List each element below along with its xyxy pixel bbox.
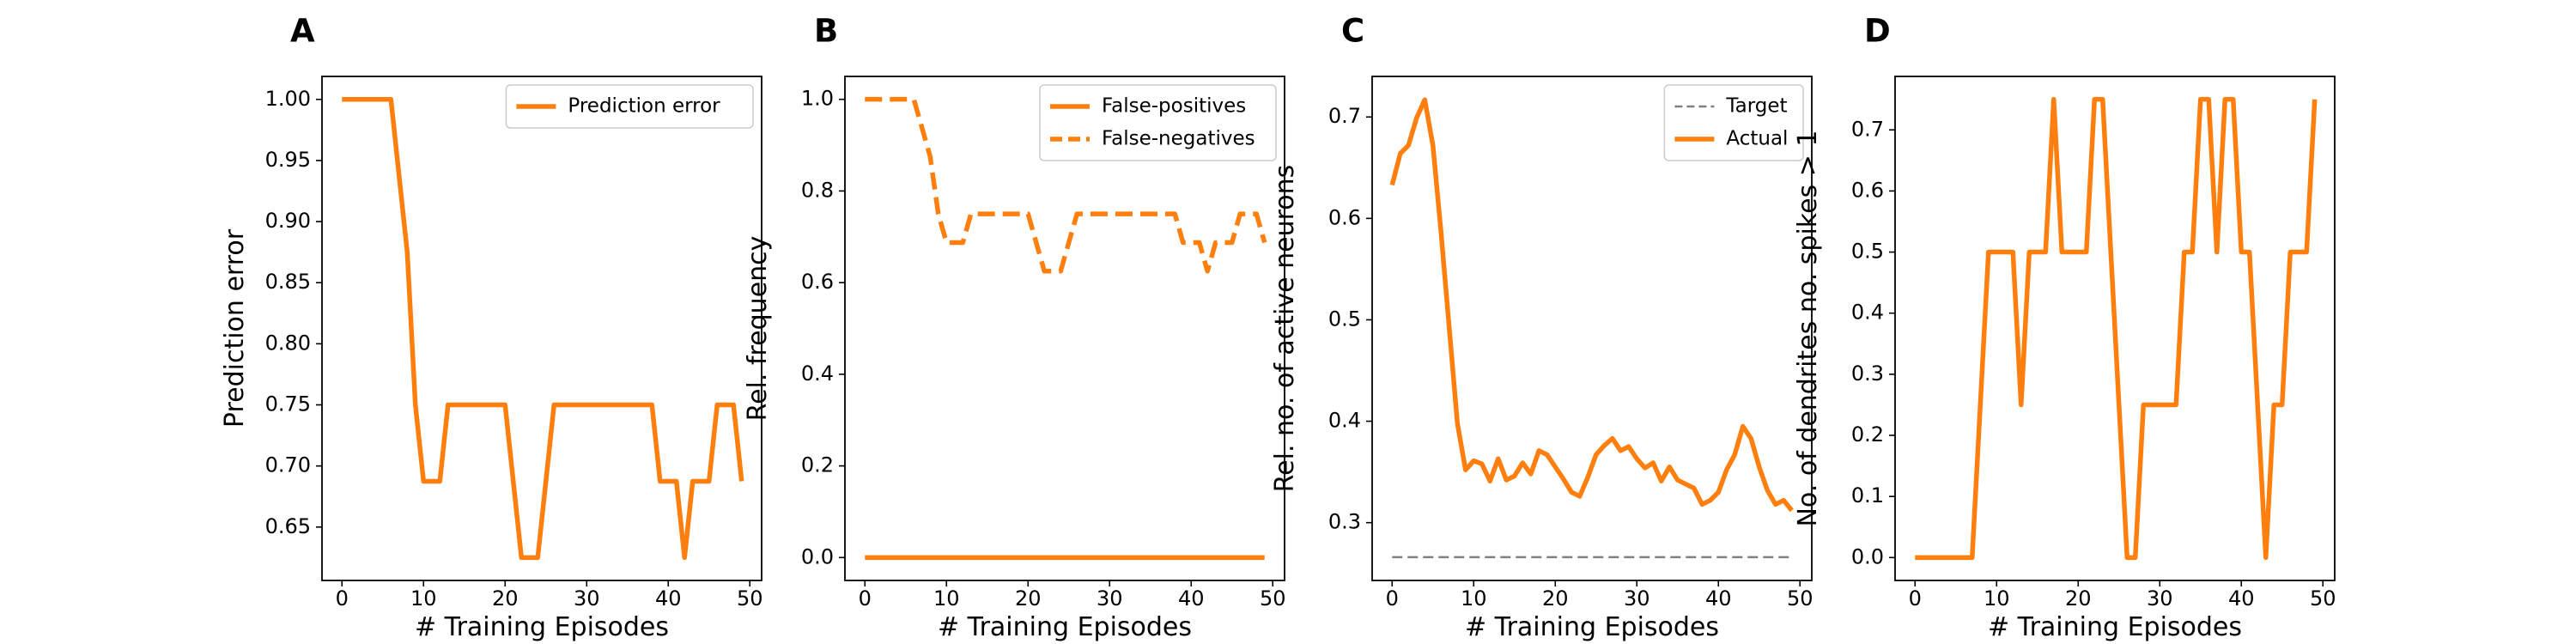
legend-box — [1039, 84, 1277, 161]
x-tick-label: 40 — [655, 586, 682, 611]
y-tick-label: 0.2 — [801, 453, 834, 477]
x-tick-label: 50 — [2310, 586, 2336, 611]
x-tick-label: 10 — [933, 586, 960, 611]
y-tick-label: 0.0 — [1851, 544, 1884, 568]
y-tick-label: 0.4 — [801, 361, 834, 386]
x-tick-label: 40 — [1178, 586, 1205, 611]
x-tick-label: 50 — [1260, 586, 1286, 611]
x-tick-label: 10 — [1461, 586, 1487, 611]
x-axis-label: # Training Episodes — [415, 612, 669, 642]
y-tick-label: 0.8 — [801, 178, 834, 202]
y-tick-label: 0.5 — [1851, 240, 1884, 264]
x-axis-label: # Training Episodes — [938, 612, 1192, 642]
x-tick-label: 50 — [737, 586, 763, 611]
y-tick-label: 0.6 — [1328, 205, 1361, 229]
y-tick-label: 0.90 — [265, 209, 311, 233]
x-tick-label: 40 — [2228, 586, 2255, 611]
x-tick-label: 30 — [1624, 586, 1650, 611]
y-tick-label: 0.3 — [1328, 510, 1361, 534]
legend-box — [1663, 84, 1804, 161]
legend: False-positives False-negatives — [1039, 84, 1277, 161]
y-tick-label: 0.4 — [1328, 409, 1361, 433]
x-tick-label: 30 — [574, 586, 600, 611]
x-tick-label: 10 — [410, 586, 437, 611]
plot-frame — [844, 76, 1285, 581]
plot-frame — [1894, 76, 2336, 581]
y-axis-label: No. of dendrites no. spikes > 1 — [1793, 130, 1823, 526]
y-axis-label: Rel. no. of active neurons — [1270, 165, 1300, 493]
plot-frame — [321, 76, 762, 581]
panel-letter: A — [290, 13, 315, 50]
y-axis-label: Prediction error — [220, 228, 250, 428]
y-axis-label: Rel. frequency — [743, 236, 773, 422]
chart-panel-c: C 0 10 20 30 40 50 0.3 0.4 0.5 0.6 0.7 # Training Ep… — [1270, 13, 1813, 643]
legend: Target Actual — [1663, 84, 1804, 161]
y-tick-label: 0.6 — [801, 270, 834, 294]
y-tick-label: 0.7 — [1328, 104, 1361, 128]
x-tick-label: 0 — [859, 586, 872, 611]
panel-letter: C — [1341, 13, 1364, 50]
x-tick-label: 30 — [1097, 586, 1123, 611]
x-tick-label: 40 — [1705, 586, 1732, 611]
series-line-prediction-error — [342, 97, 744, 561]
x-tick-label: 0 — [336, 586, 349, 611]
legend-label: False-negatives — [1102, 128, 1255, 150]
y-tick-label: 0.3 — [1851, 361, 1884, 386]
y-tick-label: 0.5 — [1328, 307, 1361, 331]
legend-label: Prediction error — [568, 95, 720, 118]
x-tick-label: 10 — [1984, 586, 2010, 611]
y-tick-label: 0.1 — [1851, 483, 1884, 507]
y-tick-label: 0.80 — [265, 331, 311, 355]
chart-panel-d: D 0 10 20 30 40 50 0.0 0.1 0.2 0.3 0.4 0.5 0.6 0.7 # Tr… — [1793, 13, 2336, 643]
x-axis-label: # Training Episodes — [1465, 612, 1719, 642]
legend-label: False-positives — [1102, 95, 1246, 118]
x-axis-label: # Training Episodes — [1988, 612, 2242, 642]
chart-panel-b: B 0 10 20 30 40 50 0.0 0.2 0.4 0.6 0.8 1.0 # Training… — [743, 13, 1285, 643]
x-tick-label: 0 — [1386, 586, 1399, 611]
x-tick-label: 20 — [1015, 586, 1042, 611]
legend-label: Actual — [1726, 128, 1788, 150]
series-line-false-negatives — [865, 96, 1267, 274]
y-tick-label: 0.85 — [265, 270, 311, 294]
y-tick-label: 0.70 — [265, 453, 311, 477]
y-tick-label: 1.00 — [265, 87, 311, 111]
legend: Prediction error — [505, 84, 754, 129]
x-tick-label: 20 — [2065, 586, 2092, 611]
y-tick-label: 0.4 — [1851, 301, 1884, 325]
y-tick-label: 0.7 — [1851, 117, 1884, 141]
series-line-actual — [1389, 97, 1794, 513]
y-tick-label: 0.0 — [801, 544, 834, 568]
x-tick-label: 20 — [492, 586, 519, 611]
y-tick-label: 0.75 — [265, 392, 311, 416]
y-tick-label: 0.95 — [265, 148, 311, 172]
y-tick-label: 0.6 — [1851, 178, 1884, 202]
legend-box — [505, 84, 754, 129]
series-line-series-0 — [1915, 96, 2318, 561]
y-tick-label: 1.0 — [801, 87, 834, 111]
panel-letter: D — [1864, 13, 1891, 50]
y-tick-label: 0.65 — [265, 514, 311, 538]
panel-letter: B — [814, 13, 838, 50]
x-tick-label: 30 — [2147, 586, 2173, 611]
plot-frame — [1371, 76, 1813, 581]
legend-label: Target — [1725, 95, 1787, 118]
y-tick-label: 0.2 — [1851, 422, 1884, 447]
chart-panel-a: A 0 10 20 30 40 50 0.65 0.70 0.75 0.80 0.85 0.90 0.95… — [220, 13, 762, 643]
x-tick-label: 0 — [1909, 586, 1922, 611]
x-tick-label: 20 — [1542, 586, 1569, 611]
x-tick-label: 50 — [1787, 586, 1814, 611]
